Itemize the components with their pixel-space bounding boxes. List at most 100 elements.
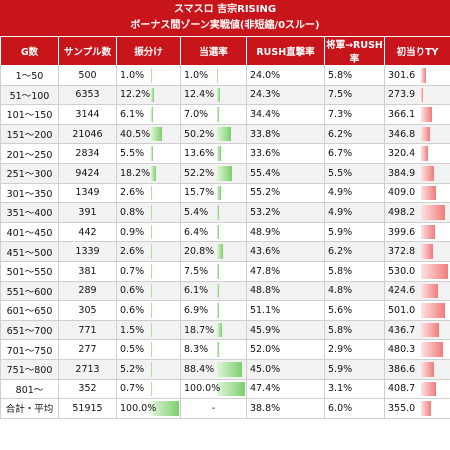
ty-cell-bar-track [421, 185, 449, 201]
g-range-cell-value: 551〜600 [6, 286, 53, 298]
win-rate-cell: 6.1% [180, 280, 247, 302]
ty-cell-value: 436.7 [388, 324, 416, 336]
g-range-cell-value: 451〜500 [6, 247, 53, 259]
shogun-rush-cell: 5.8% [324, 260, 385, 282]
share-cell-bar-track [151, 342, 179, 357]
win-rate-cell-bar-track [217, 283, 245, 299]
win-rate-cell-value: 6.4% [184, 226, 209, 238]
ty-cell: 301.6 [384, 65, 450, 86]
ty-cell-value: 408.7 [388, 383, 416, 395]
samples-cell-value: 500 [78, 69, 97, 81]
share-cell-bar [151, 126, 163, 142]
shogun-rush-cell: 6.0% [324, 398, 385, 419]
share-cell-value: 0.8% [120, 206, 145, 218]
ty-cell-value: 355.0 [388, 402, 416, 414]
rush-rate-cell: 55.2% [246, 182, 325, 204]
share-cell-value: 0.6% [120, 304, 145, 316]
rush-rate-cell: 48.8% [246, 280, 325, 302]
rush-rate-cell-value: 43.6% [250, 246, 281, 258]
samples-cell-value: 391 [78, 206, 97, 218]
samples-cell: 51915 [58, 398, 117, 419]
ty-cell-value: 320.4 [388, 148, 416, 160]
win-rate-cell: 8.3% [180, 339, 247, 360]
ty-cell-bar [421, 381, 437, 397]
samples-cell-value: 1339 [75, 246, 100, 258]
win-rate-cell-value: 1.0% [184, 69, 209, 81]
rush-rate-cell: 33.6% [246, 143, 325, 164]
win-rate-cell-bar [217, 283, 219, 299]
win-rate-cell: 50.2% [180, 123, 247, 145]
ty-cell: 399.6 [384, 221, 450, 243]
table-row: 1〜50 500 1.0% 1.0% 24.0% 5.8% 301.6 [0, 65, 450, 86]
ty-cell-bar [421, 146, 428, 161]
rush-rate-cell-value: 52.0% [250, 344, 281, 356]
share-cell: 12.2% [116, 84, 181, 106]
rush-rate-cell-value: 24.3% [250, 89, 281, 101]
table-row: 651〜700 771 1.5% 18.7% 45.9% 5.8% 436.7 [0, 319, 450, 341]
share-cell: 0.9% [116, 221, 181, 243]
share-cell-bar-track [151, 361, 179, 377]
share-cell-value: 100.0% [120, 402, 157, 414]
ty-cell: 366.1 [384, 104, 450, 125]
rush-rate-cell-value: 47.4% [250, 383, 281, 395]
win-rate-cell-bar [217, 224, 219, 240]
g-range-cell-value: 501〜550 [6, 267, 53, 279]
ty-cell-bar [421, 401, 432, 416]
share-cell-value: 2.6% [120, 187, 145, 199]
share-cell-value: 40.5% [120, 128, 151, 140]
shogun-rush-cell: 6.2% [324, 241, 385, 262]
g-range-cell: 351〜400 [0, 202, 59, 223]
share-cell-bar-track [151, 146, 179, 161]
col-header-rush: RUSH直撃率 [246, 36, 325, 66]
win-rate-cell: 6.4% [180, 221, 247, 243]
win-rate-cell: 13.6% [180, 143, 247, 164]
table-row: 251〜300 9424 18.2% 52.2% 55.4% 5.5% 384.9 [0, 162, 450, 184]
samples-cell: 352 [58, 378, 117, 400]
samples-cell-value: 352 [78, 383, 97, 395]
share-cell-bar [151, 185, 152, 201]
rush-rate-cell: 55.4% [246, 162, 325, 184]
col-header-g: G数 [0, 36, 59, 66]
share-cell: 0.7% [116, 260, 181, 282]
share-cell-bar-track [151, 283, 179, 299]
g-range-cell: 701〜750 [0, 339, 59, 360]
shogun-rush-cell: 2.9% [324, 339, 385, 360]
ty-cell-bar-track [421, 303, 449, 318]
share-cell-value: 0.9% [120, 226, 145, 238]
ty-cell-bar-track [421, 263, 449, 279]
shogun-rush-cell: 5.8% [324, 319, 385, 341]
share-cell: 0.5% [116, 339, 181, 360]
samples-cell: 2834 [58, 143, 117, 164]
win-rate-cell-bar [217, 303, 219, 318]
ty-cell: 384.9 [384, 162, 450, 184]
shogun-rush-cell: 7.5% [324, 84, 385, 106]
ty-cell-bar-track [421, 107, 449, 122]
g-range-cell: 451〜500 [0, 241, 59, 262]
win-rate-cell-value: 18.7% [184, 324, 215, 336]
shogun-rush-cell: 7.3% [324, 104, 385, 125]
rush-rate-cell: 24.0% [246, 65, 325, 86]
ty-cell-value: 346.8 [388, 128, 416, 140]
rush-rate-cell: 45.0% [246, 358, 325, 380]
win-rate-cell: 20.8% [180, 241, 247, 262]
rush-rate-cell-value: 55.4% [250, 167, 281, 179]
g-range-cell: 101〜150 [0, 104, 59, 125]
win-rate-cell-bar-track [217, 68, 245, 83]
rush-rate-cell-value: 45.9% [250, 324, 281, 336]
ty-cell-bar [421, 303, 446, 318]
ty-cell-value: 384.9 [388, 167, 416, 179]
ty-cell-value: 386.6 [388, 363, 416, 375]
win-rate-cell-bar-track [217, 322, 245, 338]
g-range-cell-value: 251〜300 [6, 169, 53, 181]
win-rate-cell-value: 20.8% [184, 246, 215, 258]
rush-rate-cell: 38.8% [246, 398, 325, 419]
win-rate-cell-bar [217, 185, 222, 201]
rush-rate-cell: 43.6% [246, 241, 325, 262]
ty-cell-bar [421, 342, 444, 357]
table-row: 451〜500 1339 2.6% 20.8% 43.6% 6.2% 372.8 [0, 241, 450, 262]
share-cell-bar [151, 87, 155, 103]
samples-cell-value: 771 [78, 324, 97, 336]
win-rate-cell-value: 6.1% [184, 285, 209, 297]
rush-rate-cell: 45.9% [246, 319, 325, 341]
win-rate-cell-bar [217, 205, 219, 220]
